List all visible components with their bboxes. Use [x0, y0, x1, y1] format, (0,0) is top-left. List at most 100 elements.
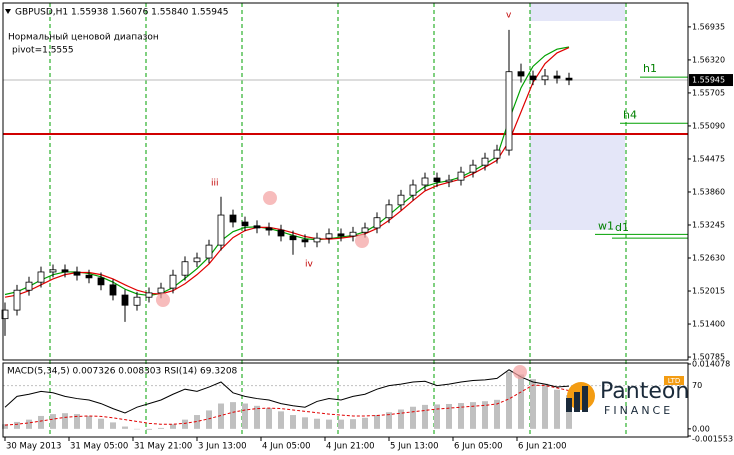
macd-bar [398, 409, 404, 429]
candle-body [517, 71, 525, 77]
macd-bar [278, 411, 284, 429]
macd-bar [206, 410, 212, 429]
macd-bar [290, 415, 296, 429]
macd-bar [134, 428, 140, 430]
macd-bar [482, 401, 488, 429]
rsi-line [4, 369, 570, 414]
candle-body [313, 237, 321, 243]
macd-bar [86, 415, 92, 429]
y2-tick-label: 70 [692, 381, 702, 390]
y-tick-label: 1.53860 [692, 187, 725, 196]
candle-body [409, 184, 417, 196]
candle-body [493, 149, 501, 159]
y-tick-label: 1.52015 [692, 287, 725, 296]
macd-bar [146, 428, 152, 430]
macd-bar [182, 419, 188, 429]
candle-body [253, 225, 261, 229]
y-tick-label: 1.53245 [692, 220, 725, 229]
macd-bar [518, 374, 524, 429]
macd-bar [74, 414, 80, 429]
macd-bar [230, 402, 236, 429]
wave-label: iii [211, 179, 219, 189]
candle-body [337, 233, 345, 237]
candle-body [145, 292, 153, 298]
macd-bar [434, 404, 440, 429]
candle-body [241, 221, 249, 227]
wave-label: v [506, 11, 512, 21]
y-tick-label: 1.54475 [692, 154, 725, 163]
macd-bar [470, 402, 476, 429]
candle-body [109, 284, 117, 296]
candle-body [265, 227, 273, 231]
y-tick-label: 0.014078 [692, 360, 730, 369]
macd-bar [386, 412, 392, 429]
wave-label: iv [305, 260, 314, 270]
macd-bar [254, 405, 260, 429]
candle-body [541, 75, 549, 81]
candle-body [529, 75, 537, 81]
candle-body [85, 274, 93, 279]
macd-bar [362, 417, 368, 429]
candle-body [13, 289, 21, 311]
candle-body [133, 296, 141, 306]
candle-body [553, 75, 561, 79]
macd-bar [170, 424, 176, 429]
x-tick-label: 4 Jun 05:00 [262, 442, 311, 452]
candle-body [373, 217, 381, 229]
price-label: 1.55945 [692, 76, 725, 85]
highlight [513, 365, 527, 379]
note: pivot=1.5555 [12, 46, 74, 56]
macd-bar [326, 419, 332, 429]
macd-bar [554, 389, 560, 429]
logo-badge: LTD [668, 377, 681, 385]
candle-body [181, 261, 189, 276]
candle-body [481, 157, 489, 166]
macd-bar [314, 418, 320, 429]
candle-body [421, 177, 429, 186]
macd-bar [158, 427, 164, 429]
candle-body [229, 214, 237, 223]
level-label: h4 [623, 108, 637, 121]
x-tick-label: 6 Jun 05:00 [454, 442, 503, 452]
macd-bar [542, 383, 548, 429]
macd-bar [110, 422, 116, 429]
candle-body [505, 71, 513, 151]
note: Нормальный ценовой диапазон [8, 33, 159, 43]
candle-body [61, 269, 69, 273]
x-tick-label: 3 Jun 13:00 [198, 442, 247, 452]
logo: Panteon LTD FINANCE [566, 376, 689, 417]
y-tick-label: 1.56320 [692, 55, 725, 64]
macd-bar [350, 419, 356, 429]
highlight [263, 191, 277, 205]
candle-body [565, 77, 573, 81]
x-tick-label: 30 May 2013 [6, 442, 61, 452]
range-zone [530, 135, 625, 230]
candle-body [1, 309, 9, 320]
candle-body [157, 287, 165, 294]
x-tick-label: 31 May 05:00 [70, 442, 128, 452]
symbol-header: GBPUSD,H1 1.55938 1.56076 1.55840 1.5594… [15, 8, 228, 18]
y-tick-label: 1.56935 [692, 22, 725, 31]
candle-body [277, 229, 285, 237]
logo-icon [574, 392, 580, 412]
candle-body [49, 269, 57, 273]
level-label: d1 [615, 221, 629, 234]
level-label: h1 [643, 62, 657, 75]
y-tick-label: -0.001553 [692, 435, 733, 444]
logo-icon [566, 398, 572, 412]
main-frame [2, 2, 689, 361]
indicator-frame [2, 362, 689, 438]
y-tick-label: 0.00 [692, 424, 710, 433]
candle-body [25, 281, 33, 291]
candle-body [433, 177, 441, 183]
macd-bar [494, 399, 500, 429]
candle-body [349, 231, 357, 237]
logo-sub: FINANCE [604, 404, 673, 417]
y-tick-label: 1.50785 [692, 353, 725, 362]
macd-bar [446, 403, 452, 429]
macd-bar [218, 403, 224, 429]
macd-bar [194, 415, 200, 429]
macd-bar [38, 415, 44, 429]
collapse-icon[interactable] [5, 9, 11, 14]
highlight [355, 234, 369, 248]
